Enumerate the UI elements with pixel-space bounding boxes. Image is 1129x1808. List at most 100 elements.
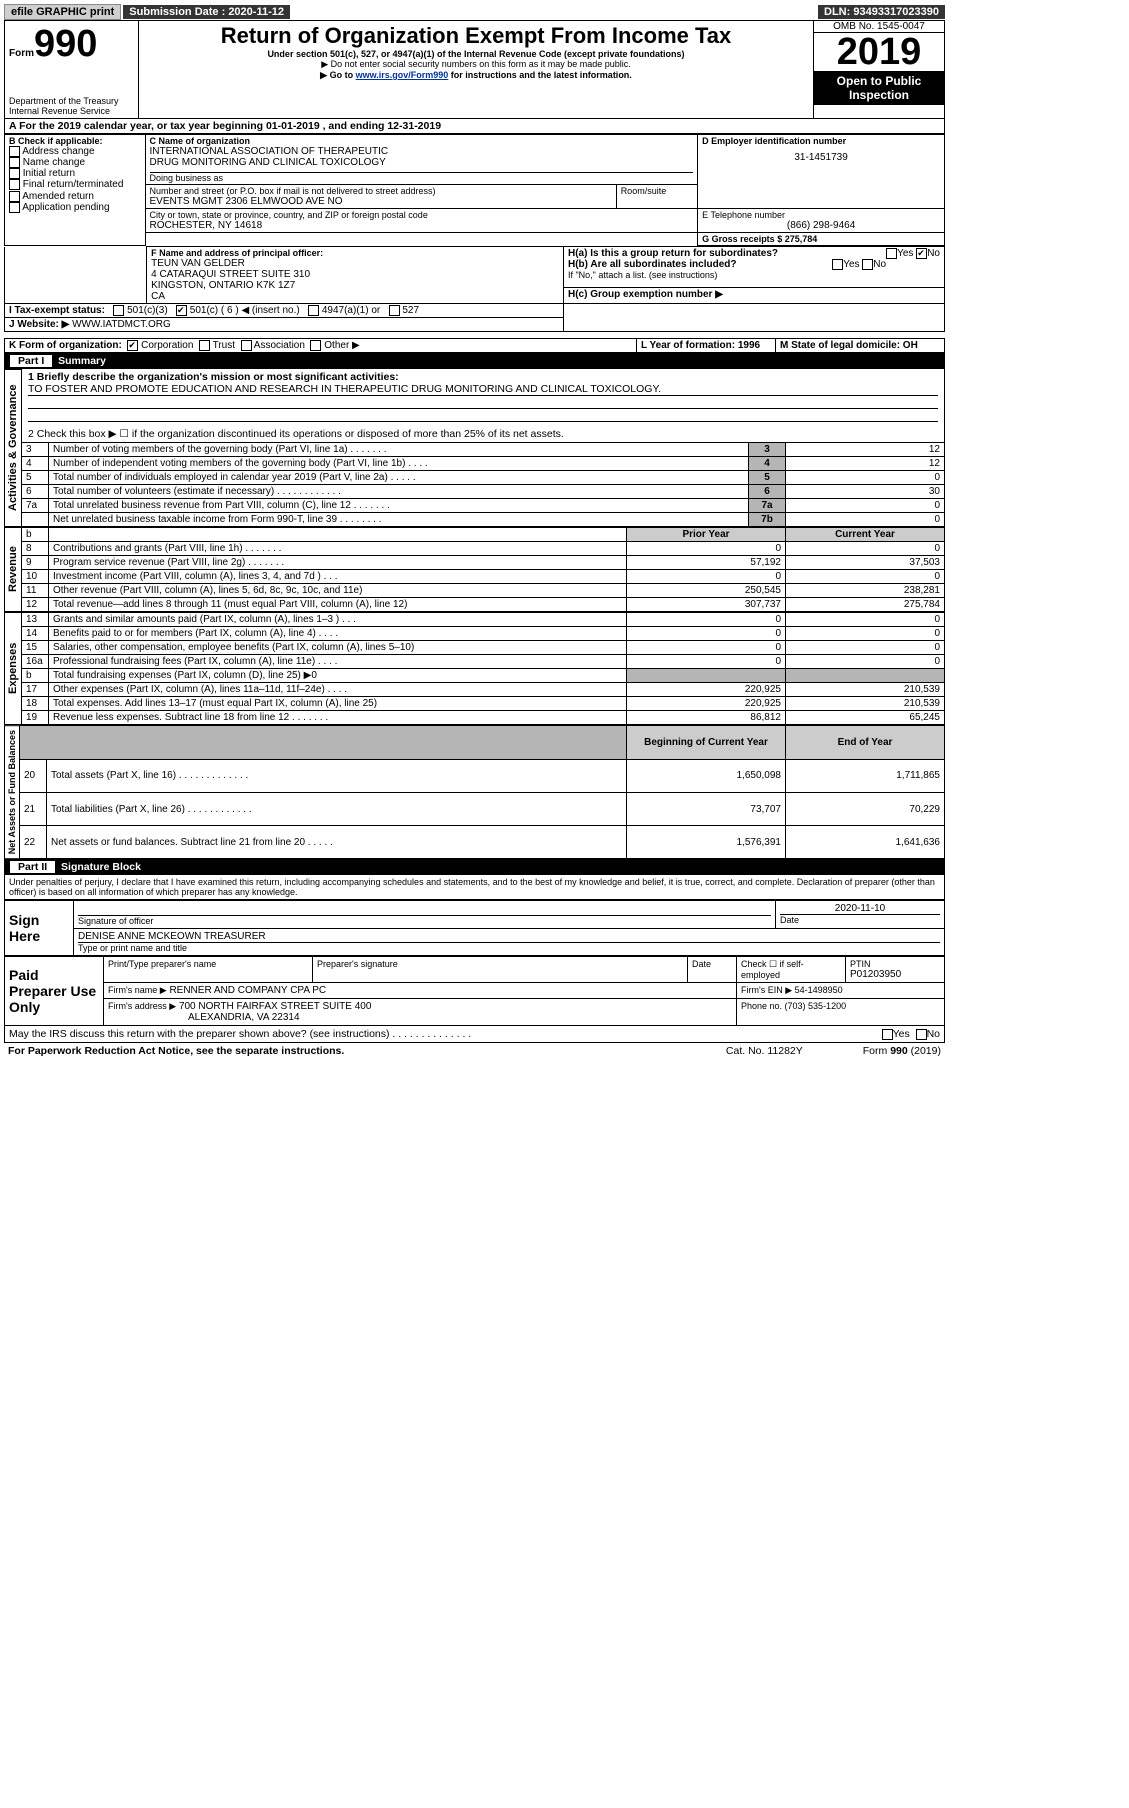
street-head: Number and street (or P.O. box if mail i… xyxy=(150,186,612,196)
ha-yes[interactable]: Yes xyxy=(897,248,913,259)
subtitle-1: Under section 501(c), 527, or 4947(a)(1)… xyxy=(143,49,809,59)
summary-row: 6Total number of volunteers (estimate if… xyxy=(22,485,945,499)
h-c-text: H(c) Group exemption number ▶ xyxy=(568,289,723,300)
summary-row: 16aProfessional fundraising fees (Part I… xyxy=(22,655,945,669)
open-inspection: Open to PublicInspection xyxy=(814,71,944,105)
block-d-head: D Employer identification number xyxy=(702,136,940,146)
check-final-return[interactable]: Final return/terminated xyxy=(23,180,124,191)
summary-row: 22Net assets or fund balances. Subtract … xyxy=(20,826,945,859)
block-f-head: F Name and address of principal officer: xyxy=(151,248,559,258)
discuss-row: May the IRS discuss this return with the… xyxy=(4,1026,945,1043)
dba-label: Doing business as xyxy=(150,173,694,183)
tax-4947[interactable]: 4947(a)(1) or xyxy=(322,305,380,316)
tax-year: 2019 xyxy=(814,33,944,71)
subtitle-2: ▶ Do not enter social security numbers o… xyxy=(143,59,809,70)
summary-section-net: Net Assets or Fund Balances Beginning of… xyxy=(4,725,945,859)
side-tab-net: Net Assets or Fund Balances xyxy=(4,725,20,859)
summary-row: 3Number of voting members of the governi… xyxy=(22,443,945,457)
k-trust[interactable]: Trust xyxy=(213,340,235,351)
officer-signed-name: DENISE ANNE MCKEOWN TREASURER xyxy=(78,931,940,943)
col-current-year: Current Year xyxy=(786,528,945,542)
firm-addr-1: 700 NORTH FAIRFAX STREET SUITE 400 xyxy=(179,1001,371,1012)
hb-yes[interactable]: Yes xyxy=(843,259,859,270)
check-amended[interactable]: Amended return xyxy=(22,191,94,202)
block-j-head: J Website: ▶ xyxy=(9,319,69,330)
discuss-yes[interactable]: Yes xyxy=(893,1028,910,1040)
firm-addr-2: ALEXANDRIA, VA 22314 xyxy=(188,1012,300,1023)
block-b-head: B Check if applicable: xyxy=(9,136,141,146)
footer-right: Form 990 (2019) xyxy=(863,1045,941,1057)
summary-row: 21Total liabilities (Part X, line 26) . … xyxy=(20,792,945,825)
check-address-change[interactable]: Address change xyxy=(22,146,94,157)
summary-row: 15Salaries, other compensation, employee… xyxy=(22,641,945,655)
info-blocks-2: F Name and address of principal officer:… xyxy=(4,246,945,332)
preparer-name-head: Print/Type preparer's name xyxy=(108,959,308,969)
dept-irs: Internal Revenue Service xyxy=(9,106,134,116)
website-value: WWW.IATDMCT.ORG xyxy=(72,319,171,330)
firm-ein: Firm's EIN ▶ 54-1498950 xyxy=(741,985,843,995)
irs-link[interactable]: www.irs.gov/Form990 xyxy=(356,70,449,80)
sign-here-label: Sign Here xyxy=(9,912,40,944)
summary-section-ag: Activities & Governance 1 Briefly descri… xyxy=(4,369,945,527)
preparer-sig-head: Preparer's signature xyxy=(317,959,683,969)
officer-name: TEUN VAN GELDER xyxy=(151,258,559,269)
summary-row: Net unrelated business taxable income fr… xyxy=(22,513,945,527)
subtitle-3: ▶ Go to www.irs.gov/Form990 for instruct… xyxy=(143,70,809,81)
hb-no[interactable]: No xyxy=(873,259,886,270)
block-c-head: C Name of organization xyxy=(150,136,694,146)
efile-button[interactable]: efile GRAPHIC print xyxy=(4,4,121,20)
name-type-label: Type or print name and title xyxy=(78,943,940,953)
city-value: ROCHESTER, NY 14618 xyxy=(150,220,694,231)
officer-addr-1: 4 CATARAQUI STREET SUITE 310 xyxy=(151,269,559,280)
summary-row: 5Total number of individuals employed in… xyxy=(22,471,945,485)
form-number: Form990 xyxy=(9,23,134,66)
ha-no[interactable]: No xyxy=(927,248,940,259)
tax-501c3[interactable]: 501(c)(3) xyxy=(127,305,168,316)
tax-501c[interactable]: 501(c) ( 6 ) ◀ (insert no.) xyxy=(190,305,300,316)
dln: DLN: 93493317023390 xyxy=(818,5,945,19)
line-1-head: 1 Briefly describe the organization's mi… xyxy=(28,371,938,383)
k-assoc[interactable]: Association xyxy=(254,340,305,351)
check-application-pending[interactable]: Application pending xyxy=(22,202,109,213)
summary-row: 4Number of independent voting members of… xyxy=(22,457,945,471)
summary-row: 11Other revenue (Part VIII, column (A), … xyxy=(22,584,945,598)
officer-addr-2: KINGSTON, ONTARIO K7K 1Z7 xyxy=(151,280,559,291)
footer-mid: Cat. No. 11282Y xyxy=(726,1045,803,1057)
firm-name-head: Firm's name ▶ xyxy=(108,985,167,995)
org-name-2: DRUG MONITORING AND CLINICAL TOXICOLOGY xyxy=(150,157,694,168)
tax-527[interactable]: 527 xyxy=(402,305,419,316)
side-tab-exp: Expenses xyxy=(4,612,22,725)
block-i-head: I Tax-exempt status: xyxy=(9,305,105,316)
side-tab-rev: Revenue xyxy=(4,527,22,612)
dept-treasury: Department of the Treasury xyxy=(9,96,134,106)
k-corp[interactable]: Corporation xyxy=(141,340,193,351)
h-a-text: H(a) Is this a group return for subordin… xyxy=(568,248,778,259)
gross-receipts: G Gross receipts $ 275,784 xyxy=(702,234,940,244)
summary-row: 9Program service revenue (Part VIII, lin… xyxy=(22,556,945,570)
page-footer: For Paperwork Reduction Act Notice, see … xyxy=(4,1043,945,1059)
summary-row: 10Investment income (Part VIII, column (… xyxy=(22,570,945,584)
sig-date-label: Date xyxy=(780,915,940,925)
street-value: EVENTS MGMT 2306 ELMWOOD AVE NO xyxy=(150,196,612,207)
info-blocks: B Check if applicable: Address change Na… xyxy=(4,134,945,246)
check-initial-return[interactable]: Initial return xyxy=(23,168,75,179)
ptin-value: P01203950 xyxy=(850,969,940,980)
discuss-no[interactable]: No xyxy=(927,1028,940,1040)
summary-row: bTotal fundraising expenses (Part IX, co… xyxy=(22,669,945,683)
summary-row: 18Total expenses. Add lines 13–17 (must … xyxy=(22,697,945,711)
summary-section-exp: Expenses 13Grants and similar amounts pa… xyxy=(4,612,945,725)
part-2-header: Part II Signature Block xyxy=(4,859,945,875)
k-other[interactable]: Other ▶ xyxy=(324,340,359,351)
summary-row: 12Total revenue—add lines 8 through 11 (… xyxy=(22,598,945,612)
h-b-text: H(b) Are all subordinates included? xyxy=(568,259,737,270)
ein-value: 31-1451739 xyxy=(702,146,940,169)
check-name-change[interactable]: Name change xyxy=(23,157,85,168)
block-k-head: K Form of organization: xyxy=(9,340,122,351)
paid-preparer-block: Paid Preparer Use Only Print/Type prepar… xyxy=(4,956,945,1026)
summary-row: 13Grants and similar amounts paid (Part … xyxy=(22,613,945,627)
org-name-1: INTERNATIONAL ASSOCIATION OF THERAPEUTIC xyxy=(150,146,694,157)
h-attach: If "No," attach a list. (see instruction… xyxy=(568,270,940,280)
self-employed-check[interactable]: Check ☐ if self-employed xyxy=(741,959,841,980)
col-end-year: End of Year xyxy=(786,726,945,759)
line-2-text: 2 Check this box ▶ ☐ if the organization… xyxy=(28,428,938,440)
